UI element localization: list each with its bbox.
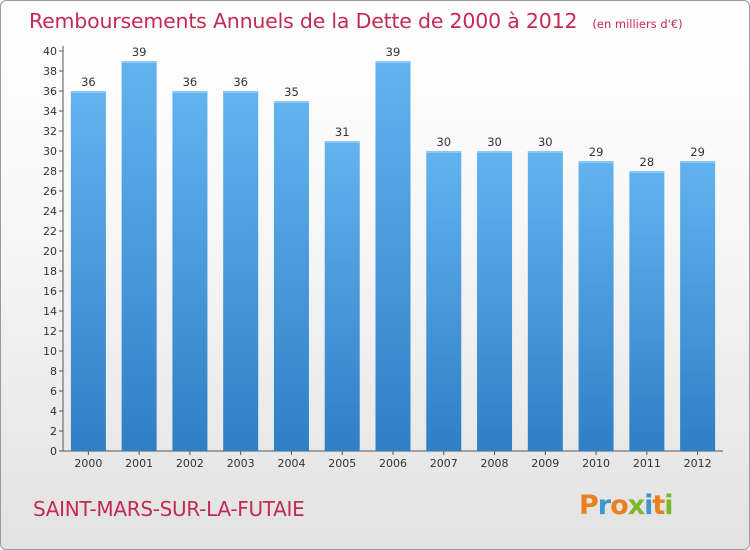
bar-2007 <box>426 151 462 451</box>
chart-title-line: Remboursements Annuels de la Dette de 20… <box>29 9 683 33</box>
x-tick-label-2002: 2002 <box>176 457 204 470</box>
bar-top-2008 <box>477 151 513 153</box>
x-tick-label-2011: 2011 <box>633 457 661 470</box>
x-tick-label-2009: 2009 <box>531 457 559 470</box>
bar-top-2012 <box>680 161 716 163</box>
y-tick-label: 38 <box>43 65 57 78</box>
bar-top-2010 <box>578 161 614 163</box>
value-label-2011: 28 <box>640 155 655 169</box>
logo-letter: P <box>579 490 599 521</box>
y-tick-label: 10 <box>43 345 57 358</box>
bar-2005 <box>324 141 360 451</box>
bar-top-2004 <box>273 101 309 103</box>
value-label-2001: 39 <box>132 45 147 59</box>
value-label-2004: 35 <box>284 85 299 99</box>
y-tick-label: 4 <box>50 405 57 418</box>
bar-2003 <box>223 91 259 451</box>
bars <box>70 61 716 451</box>
chart-unit: (en milliers d'€) <box>592 17 683 31</box>
value-label-2010: 29 <box>589 145 604 159</box>
bar-top-2002 <box>172 91 208 93</box>
logo-letter: x <box>627 490 645 521</box>
bar-2010 <box>578 161 614 451</box>
y-tick-label: 24 <box>43 205 57 218</box>
bar-top-2009 <box>527 151 563 153</box>
y-tick-label: 30 <box>43 145 57 158</box>
x-tick-label-2004: 2004 <box>277 457 305 470</box>
y-tick-label: 6 <box>50 385 57 398</box>
y-tick-label: 32 <box>43 125 57 138</box>
bar-top-2001 <box>121 61 157 63</box>
bar-2002 <box>172 91 208 451</box>
x-tick-label-2006: 2006 <box>379 457 407 470</box>
value-label-2002: 36 <box>183 75 198 89</box>
x-tick-label-2003: 2003 <box>227 457 255 470</box>
proxiti-logo: Proxiti <box>579 490 674 521</box>
value-label-2005: 31 <box>335 125 350 139</box>
bar-2009 <box>527 151 563 451</box>
y-tick-label: 2 <box>50 425 57 438</box>
y-tick-label: 22 <box>43 225 57 238</box>
value-label-2000: 36 <box>81 75 96 89</box>
bar-2012 <box>680 161 716 451</box>
bar-top-2000 <box>70 91 106 93</box>
bar-top-2011 <box>629 171 665 173</box>
logo-letter: o <box>610 490 629 521</box>
value-label-2006: 39 <box>386 45 401 59</box>
chart-title: Remboursements Annuels de la Dette de 20… <box>29 9 578 33</box>
y-tick-label: 26 <box>43 185 57 198</box>
axes: 0246810121416182022242628303234363840200… <box>43 45 723 470</box>
bar-2000 <box>70 91 106 451</box>
bar-2004 <box>273 101 309 451</box>
y-tick-label: 20 <box>43 245 57 258</box>
x-tick-label-2001: 2001 <box>125 457 153 470</box>
x-tick-label-2007: 2007 <box>430 457 458 470</box>
logo-letter: t <box>652 490 665 521</box>
bar-top-2005 <box>324 141 360 143</box>
x-tick-label-2008: 2008 <box>481 457 509 470</box>
y-tick-label: 14 <box>43 305 57 318</box>
bar-2011 <box>629 171 665 451</box>
y-tick-label: 18 <box>43 265 57 278</box>
value-label-2012: 29 <box>690 145 705 159</box>
x-tick-label-2000: 2000 <box>74 457 102 470</box>
y-tick-label: 16 <box>43 285 57 298</box>
x-tick-label-2005: 2005 <box>328 457 356 470</box>
bar-2006 <box>375 61 411 451</box>
value-labels: 36 39 36 36 35 31 39 30 30 30 29 28 29 <box>81 45 705 169</box>
bar-top-2007 <box>426 151 462 153</box>
logo-letter: r <box>597 490 611 521</box>
bar-2008 <box>477 151 513 451</box>
bar-top-2003 <box>223 91 259 93</box>
x-tick-label-2010: 2010 <box>582 457 610 470</box>
x-tick-label-2012: 2012 <box>684 457 712 470</box>
town-name: SAINT-MARS-SUR-LA-FUTAIE <box>33 497 305 521</box>
y-tick-label: 40 <box>43 45 57 58</box>
bar-top-2006 <box>375 61 411 63</box>
y-tick-label: 0 <box>50 445 57 458</box>
y-tick-label: 8 <box>50 365 57 378</box>
y-tick-label: 28 <box>43 165 57 178</box>
value-label-2003: 36 <box>233 75 248 89</box>
value-label-2009: 30 <box>538 135 553 149</box>
bar-2001 <box>121 61 157 451</box>
y-tick-label: 36 <box>43 85 57 98</box>
value-label-2008: 30 <box>487 135 502 149</box>
y-tick-label: 34 <box>43 105 57 118</box>
logo-letter: i <box>644 490 653 521</box>
value-label-2007: 30 <box>436 135 451 149</box>
logo-letter: i <box>664 490 673 521</box>
y-tick-label: 12 <box>43 325 57 338</box>
